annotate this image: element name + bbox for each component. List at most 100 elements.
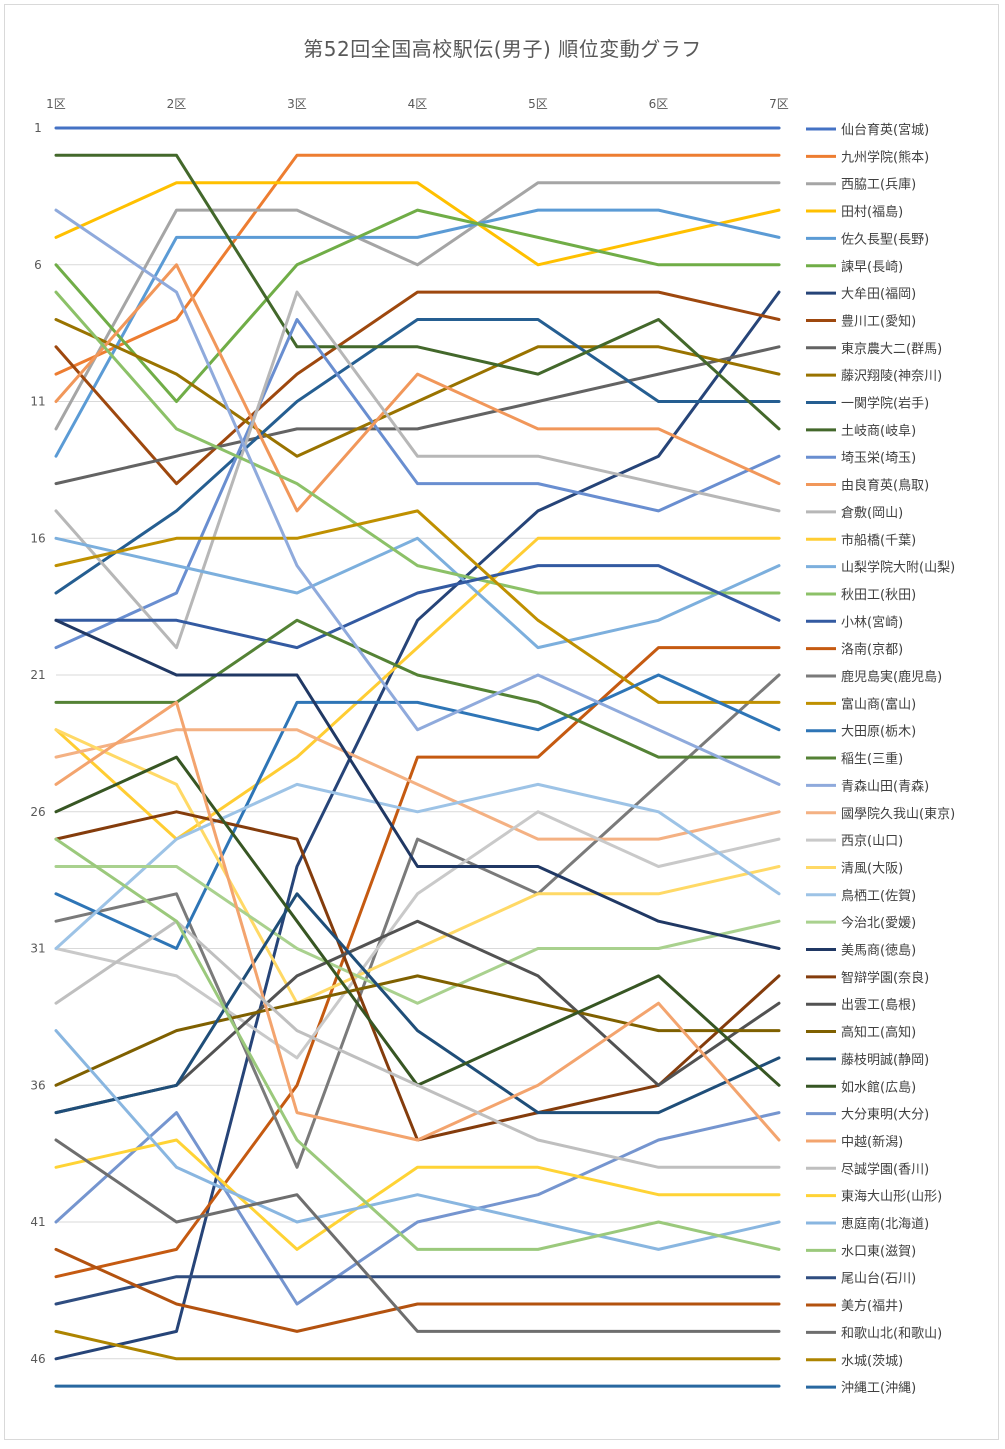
series-line: [54, 1247, 781, 1333]
legend-label: 佐久長聖(長野): [841, 232, 929, 247]
series-line: [54, 181, 781, 267]
legend-item: 九州学院(熊本): [806, 149, 929, 165]
x-tick-label: 3区: [287, 97, 307, 111]
series-lines: [54, 126, 781, 1388]
y-tick-label: 31: [30, 942, 45, 956]
series-line: [54, 1029, 781, 1251]
legend-item: 水口東(滋賀): [806, 1243, 916, 1259]
series-line: [54, 919, 781, 1169]
legend-label: 國學院久我山(東京): [841, 806, 955, 822]
legend-label: 山梨学院大附(山梨): [841, 560, 955, 576]
legend-item: 恵庭南(北海道): [806, 1216, 929, 1232]
series-line: [54, 290, 781, 486]
legend-item: 青森山田(青森): [806, 779, 929, 794]
series-line: [54, 536, 781, 841]
legend-label: 水口東(滋賀): [841, 1243, 916, 1259]
series-line: [54, 318, 781, 458]
legend-label: 仙台育英(宮城): [841, 122, 929, 138]
legend-label: 小林(宮崎): [841, 614, 903, 630]
legend-label: 今治北(愛媛): [841, 915, 916, 931]
legend-label: 九州学院(熊本): [841, 149, 929, 165]
legend-label: 沖縄工(沖縄): [841, 1381, 916, 1396]
legend-item: 出雲工(島根): [806, 998, 916, 1013]
x-tick-label: 7区: [769, 97, 789, 111]
series-line: [54, 290, 781, 650]
series-line: [54, 263, 781, 513]
legend-item: 西脇工(兵庫): [806, 178, 916, 193]
legend-label: 東京農大二(群馬): [841, 341, 942, 357]
y-tick-label: 46: [30, 1352, 45, 1366]
legend-item: 富山商(富山): [806, 696, 916, 712]
series-line: [54, 208, 781, 403]
x-tick-label: 4区: [408, 97, 428, 111]
series-line: [54, 1138, 781, 1251]
legend-label: 鳥栖工(佐賀): [841, 889, 916, 904]
legend-label: 富山商(富山): [841, 696, 916, 712]
legend-item: 智辯学園(奈良): [806, 970, 929, 986]
legend-item: 沖縄工(沖縄): [806, 1381, 916, 1396]
series-line: [54, 892, 781, 1115]
series-line: [54, 728, 781, 1005]
legend-item: 稲生(三重): [806, 751, 903, 767]
legend-label: 田村(福島): [841, 205, 903, 220]
legend-label: 高知工(高知): [841, 1025, 916, 1041]
series-line: [54, 181, 781, 431]
legend-item: 佐久長聖(長野): [806, 232, 929, 247]
legend-label: 埼玉栄(埼玉): [841, 451, 916, 466]
legend-item: 小林(宮崎): [806, 614, 903, 630]
y-tick-label: 11: [30, 395, 45, 409]
series-line: [54, 290, 781, 1361]
legend-label: 和歌山北(和歌山): [841, 1326, 942, 1341]
legend-label: 出雲工(島根): [841, 998, 916, 1013]
series-line: [54, 208, 781, 786]
legend-label: 秋田工(秋田): [841, 588, 916, 603]
legend-item: 大田原(栃木): [806, 725, 916, 740]
legend-item: 美馬商(徳島): [806, 944, 916, 959]
legend-label: 諫早(長崎): [841, 259, 903, 275]
series-line: [54, 837, 781, 1251]
series-line: [54, 318, 781, 650]
legend-label: 稲生(三重): [841, 751, 903, 767]
legend-item: 和歌山北(和歌山): [806, 1326, 942, 1341]
legend-label: 大牟田(福岡): [841, 287, 916, 302]
legend-item: 土岐商(岐阜): [806, 423, 916, 439]
chart-title: 第52回全国高校駅伝(男子) 順位変動グラフ: [303, 37, 702, 61]
legend-label: 尽誠学園(香川): [841, 1161, 929, 1177]
legend-item: 市船橋(千葉): [806, 532, 916, 548]
x-tick-label: 2区: [167, 97, 187, 111]
series-line: [54, 646, 781, 1279]
x-tick-label: 1区: [46, 97, 66, 111]
legend-label: 由良育英(鳥取): [841, 478, 929, 494]
legend-item: 水城(茨城): [806, 1354, 903, 1369]
legend-item: 一関学院(岩手): [806, 396, 929, 412]
legend-item: 鹿児島実(鹿児島): [806, 669, 942, 685]
legend-label: 一関学院(岩手): [841, 396, 929, 412]
series-line: [54, 345, 781, 486]
x-tick-label: 5区: [528, 97, 548, 111]
series-line: [54, 700, 781, 1142]
legend-label: 美方(福井): [841, 1298, 903, 1314]
series-line: [54, 509, 781, 704]
series-line: [54, 153, 781, 376]
legend-item: 鳥栖工(佐賀): [806, 889, 916, 904]
legend-item: 今治北(愛媛): [806, 915, 916, 931]
legend-item: 中越(新潟): [806, 1134, 903, 1150]
legend-label: 清風(大阪): [841, 861, 903, 876]
series-line: [54, 673, 781, 950]
legend-item: 國學院久我山(東京): [806, 806, 955, 822]
legend-label: 藤枝明誠(静岡): [841, 1053, 929, 1068]
legend-label: 尾山台(石川): [841, 1272, 916, 1287]
series-line: [54, 564, 781, 650]
series-line: [54, 728, 781, 841]
legend-label: 大田原(栃木): [841, 725, 916, 740]
series-line: [54, 1275, 781, 1306]
series-line: [54, 1329, 781, 1361]
x-tick-label: 6区: [649, 97, 669, 111]
legend: 仙台育英(宮城) 九州学院(熊本) 西脇工(兵庫) 田村(福島) 佐久長聖(長野) 諫早(…: [806, 122, 955, 1396]
legend-label: 藤沢翔陵(神奈川): [841, 369, 942, 384]
legend-label: 西脇工(兵庫): [841, 178, 916, 193]
legend-item: 藤沢翔陵(神奈川): [806, 369, 942, 384]
legend-item: 由良育英(鳥取): [806, 478, 929, 494]
legend-label: 鹿児島実(鹿児島): [841, 669, 942, 685]
